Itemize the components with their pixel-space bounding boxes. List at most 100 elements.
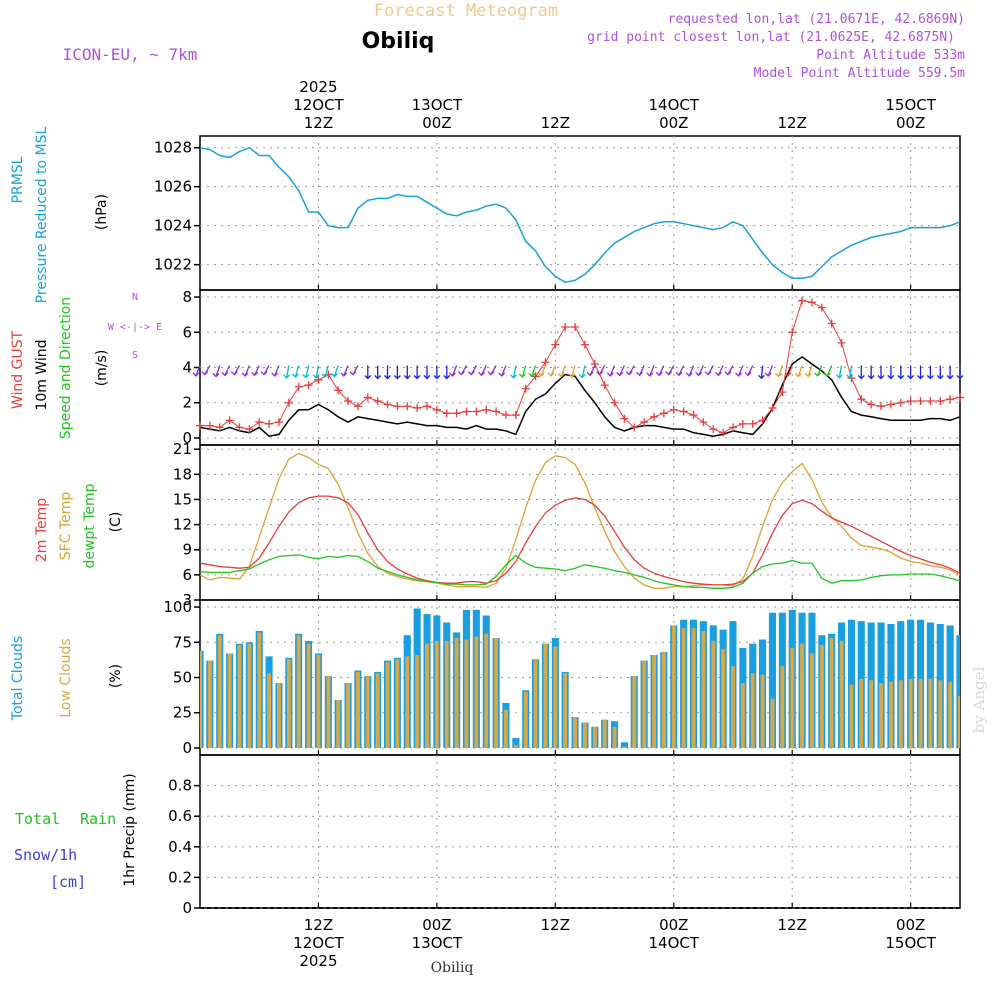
y-tick-label: 0.8: [168, 777, 192, 795]
wind-direction-arrowhead: [537, 372, 545, 377]
low-cloud-bar: [721, 649, 726, 748]
wind-gust-point: [541, 358, 550, 367]
wind-gust-point: [511, 411, 520, 420]
wind-direction-arrowhead: [758, 374, 765, 380]
wind-gust-point: [235, 423, 244, 432]
wind-speed-line: [199, 355, 961, 438]
low-cloud-bar: [217, 635, 222, 748]
wind-direction-arrowhead: [946, 375, 954, 380]
wind-gust-point: [788, 328, 797, 337]
time-axis-label: 00Z: [896, 916, 925, 934]
grid-point-coordinates: grid point closest lon,lat (21.0625E, 42…: [587, 30, 955, 45]
wind-direction-arrowhead: [374, 375, 382, 380]
low-cloud-bar: [859, 678, 864, 748]
total-cloud-bar: [620, 742, 628, 748]
wind-direction-arrowhead: [291, 373, 299, 378]
time-axis-label: 12Z: [541, 114, 570, 132]
wind-gust-point: [719, 428, 728, 437]
requested-coordinates: requested lon,lat (21.0671E, 42.6869N): [668, 12, 965, 27]
wind-direction-arrowhead: [907, 375, 915, 380]
y-tick-label: 1028: [154, 139, 192, 157]
wind-gust-point: [738, 419, 747, 428]
y-tick-label: 0.6: [168, 807, 192, 825]
wind-direction-arrowhead: [498, 372, 506, 377]
y-tick-label: 3: [182, 591, 192, 609]
wind-gust-point: [492, 407, 501, 416]
wind-direction-arrow: [787, 365, 793, 377]
temp-dewpoint-label: dewpt Temp: [82, 483, 98, 568]
wind-direction-arrowhead: [596, 371, 604, 376]
wind-direction-arrowhead: [364, 375, 372, 380]
total-cloud-bar: [512, 738, 520, 748]
low-cloud-bar: [306, 643, 311, 748]
low-cloud-bar: [691, 628, 696, 748]
low-cloud-bar: [780, 666, 785, 748]
y-tick-label: 100: [163, 598, 192, 616]
wind-direction-arrowhead: [443, 375, 451, 380]
wind-direction-arrow: [333, 365, 339, 377]
wind-direction-arrowhead: [568, 373, 576, 378]
wind-gust-point: [334, 386, 343, 395]
wind-direction-arrow: [501, 365, 507, 377]
wind-direction-arrowhead: [724, 371, 732, 376]
wind-gust-point: [679, 407, 688, 416]
wind-direction-arrow: [777, 365, 783, 377]
y-tick-label: 1024: [154, 217, 192, 235]
wind-direction-arrowhead: [917, 375, 924, 380]
compass-north: N: [132, 292, 138, 303]
y-tick-label: 4: [182, 359, 192, 377]
low-cloud-bar: [227, 653, 232, 748]
y-tick-label: 75: [173, 633, 192, 651]
wind-gust-point: [432, 405, 441, 414]
wind-gust-point: [936, 396, 945, 405]
low-cloud-bar: [474, 636, 479, 748]
wind-gust-point: [659, 409, 668, 418]
wind-direction-arrowhead: [586, 371, 594, 377]
wind-gust-point: [650, 412, 659, 421]
wind-direction-arrowhead: [636, 371, 643, 377]
low-cloud-bar: [652, 655, 656, 748]
time-axis-label: 14OCT: [649, 934, 700, 952]
wind-gust-point: [926, 396, 935, 405]
wind-direction-arrowhead: [956, 375, 964, 380]
temp-sfc-label: SFC Temp: [58, 492, 74, 561]
wind-gust-point: [314, 375, 323, 384]
wind-direction-arrow: [315, 365, 320, 378]
precip-total-label: Total: [15, 810, 60, 828]
wind-direction-arrowhead: [330, 373, 338, 378]
low-cloud-bar: [444, 640, 449, 748]
low-clouds-label: Low Clouds: [58, 638, 74, 717]
time-axis-label: 00Z: [659, 114, 688, 132]
wind-gust-point: [709, 425, 718, 434]
wind-direction-arrowhead: [823, 372, 831, 377]
wind-direction-arrowhead: [695, 371, 703, 377]
panel-frame: [199, 135, 961, 291]
wind-direction-arrow: [737, 365, 744, 377]
wind-direction-arrow: [797, 365, 803, 377]
low-cloud-bar: [523, 691, 528, 748]
pressure-unit: (hPa): [94, 194, 110, 230]
low-cloud-bar: [602, 719, 607, 748]
low-cloud-bar: [869, 680, 874, 748]
low-cloud-bar: [296, 635, 301, 748]
time-axis-label: 13OCT: [412, 96, 463, 114]
wind-unit: (m/s): [94, 350, 110, 387]
wind-gust-point: [689, 411, 698, 420]
low-cloud-bar: [286, 659, 291, 748]
wind-direction-arrow: [521, 365, 527, 378]
wind-gust-point: [452, 409, 461, 418]
wind-gust-point: [383, 400, 392, 409]
wind-direction-arrowhead: [835, 374, 843, 379]
wind-direction-arrowhead: [784, 372, 792, 377]
time-axis-label: 2025: [299, 952, 337, 970]
wind-gust-point: [867, 400, 876, 409]
temp-unit: (C): [108, 512, 124, 533]
wind-gust-point: [373, 396, 382, 405]
wind-direction-arrowhead: [877, 375, 885, 380]
low-cloud-bar: [395, 659, 400, 748]
time-axis-label: 00Z: [422, 114, 451, 132]
wind-direction-arrow: [571, 365, 576, 378]
low-cloud-bar: [543, 643, 548, 748]
wind-direction-arrow: [195, 365, 201, 377]
wind-gust-point: [906, 396, 915, 405]
